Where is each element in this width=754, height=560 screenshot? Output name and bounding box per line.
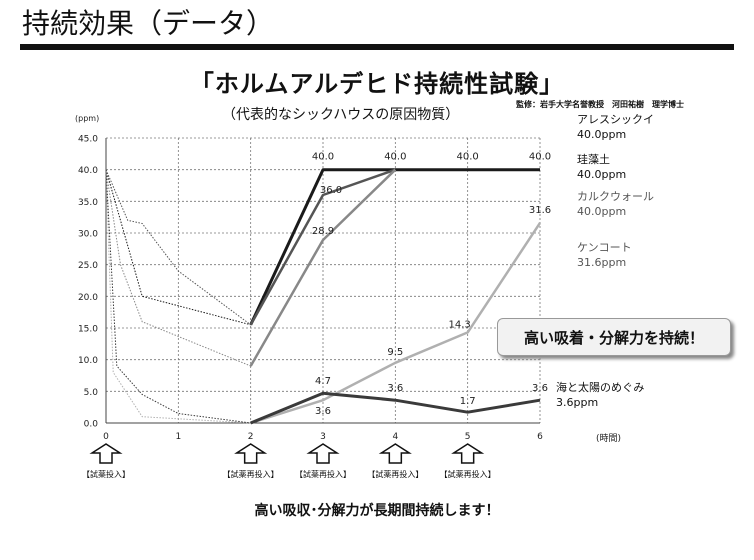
series-3-line bbox=[250, 222, 542, 425]
legend-series-value: 40.0ppm bbox=[577, 205, 626, 218]
series-2-decay-line bbox=[105, 169, 251, 367]
y-axis-label: (ppm) bbox=[75, 114, 99, 123]
reagent-marker-label: 【試薬再投入】 bbox=[295, 469, 351, 479]
legend-series-value: 31.6ppm bbox=[577, 256, 626, 269]
series-1-line bbox=[249, 168, 396, 326]
callout-box: 高い吸着・分解力を持続！ bbox=[497, 318, 731, 356]
y-tick-label: 15.0 bbox=[78, 325, 98, 335]
data-label: 1.7 bbox=[460, 396, 476, 407]
y-tick-label: 40.0 bbox=[78, 166, 98, 176]
up-arrow-icon bbox=[378, 443, 412, 464]
series-2-line bbox=[249, 168, 397, 367]
legend-series-name: 海と太陽のめぐみ bbox=[556, 380, 644, 394]
legend-series-name: 珪藻土 bbox=[577, 152, 610, 166]
x-tick-label: 4 bbox=[392, 432, 398, 442]
data-label: 3.6 bbox=[315, 406, 331, 417]
y-tick-label: 0.0 bbox=[84, 420, 99, 430]
up-arrow-icon bbox=[306, 443, 340, 464]
legend-series-value: 40.0ppm bbox=[577, 128, 626, 141]
data-label: 40.0 bbox=[384, 152, 406, 163]
series-0-line bbox=[249, 168, 540, 326]
legend-series-value: 3.6ppm bbox=[556, 396, 598, 409]
data-label: 3.6 bbox=[387, 383, 403, 394]
series-4-line bbox=[250, 391, 541, 425]
page-heading: 持続効果（データ） bbox=[22, 7, 275, 40]
series-1-decay-line bbox=[105, 169, 251, 326]
y-tick-label: 5.0 bbox=[84, 388, 99, 398]
legend-series-value: 40.0ppm bbox=[577, 168, 626, 181]
reagent-marker-label: 【試薬再投入】 bbox=[440, 469, 496, 479]
data-label: 14.3 bbox=[449, 319, 471, 330]
y-tick-label: 20.0 bbox=[78, 293, 98, 303]
y-tick-label: 35.0 bbox=[78, 198, 98, 208]
legend-series-name: カルクウォール bbox=[577, 190, 654, 203]
x-tick-label: 3 bbox=[320, 432, 326, 442]
up-arrow-icon bbox=[451, 443, 485, 464]
reagent-marker-label: 【試薬投入】 bbox=[82, 469, 130, 479]
data-label: 28.9 bbox=[312, 226, 334, 237]
legend-series-name: アレスシックイ bbox=[577, 113, 654, 126]
data-label: 36.0 bbox=[320, 185, 342, 196]
reagent-marker-label: 【試薬再投入】 bbox=[223, 469, 279, 479]
up-arrow-icon bbox=[89, 443, 123, 464]
reagent-marker-label: 【試薬再投入】 bbox=[367, 469, 423, 479]
data-label: 40.0 bbox=[312, 152, 334, 163]
legend-series-name: ケンコート bbox=[577, 241, 632, 254]
y-tick-label: 30.0 bbox=[78, 230, 98, 240]
x-tick-label: 5 bbox=[465, 432, 471, 442]
data-label: 9.5 bbox=[387, 347, 403, 358]
x-tick-label: 1 bbox=[175, 432, 181, 442]
chart-subtitle: （代表的なシックハウスの原因物質） bbox=[222, 107, 460, 123]
data-label: 40.0 bbox=[457, 152, 479, 163]
y-tick-label: 45.0 bbox=[78, 135, 98, 145]
chart-title: 「ホルムアルデヒド持続性試験」 bbox=[189, 70, 565, 98]
y-tick-label: 25.0 bbox=[78, 261, 98, 271]
x-axis-label: (時間) bbox=[596, 433, 621, 444]
heading-rule bbox=[20, 44, 734, 50]
y-tick-label: 10.0 bbox=[78, 356, 98, 366]
data-label: 40.0 bbox=[529, 152, 551, 163]
series-4-decay-line bbox=[105, 169, 251, 424]
x-tick-label: 6 bbox=[537, 432, 543, 442]
up-arrow-icon bbox=[234, 443, 268, 464]
footer-note: 高い吸収･分解力が長期間持続します！ bbox=[254, 503, 500, 519]
x-tick-label: 0 bbox=[103, 432, 109, 442]
x-tick-label: 2 bbox=[248, 432, 254, 442]
series-3-decay-line bbox=[105, 169, 251, 424]
data-label: 4.7 bbox=[315, 376, 331, 387]
data-label: 31.6 bbox=[529, 205, 551, 216]
data-label: 3.6 bbox=[532, 383, 548, 394]
supervisor-credit: 監修：岩手大学名誉教授 河田祐樹 理学博士 bbox=[516, 100, 684, 109]
